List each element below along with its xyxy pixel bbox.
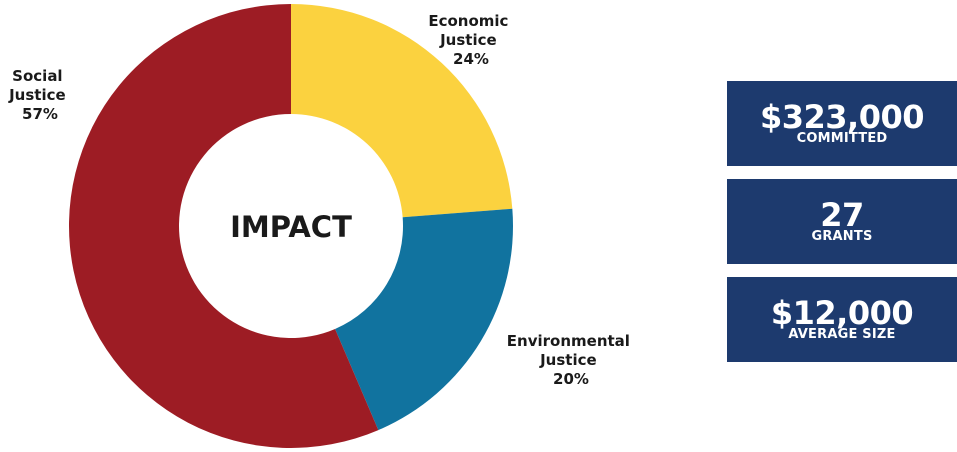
- slice-label-social: Social Justice 57%: [8, 67, 71, 123]
- slice-label-environmental-line2: Justice: [539, 351, 597, 369]
- slice-social-justice: [69, 4, 379, 448]
- donut-center-label: IMPACT: [230, 210, 352, 244]
- stat-caption-average-size: AVERAGE SIZE: [788, 326, 896, 342]
- stat-value-committed: $323,000: [759, 97, 925, 136]
- stat-value-average-size: $12,000: [770, 293, 914, 332]
- stat-value-grants: 27: [820, 195, 864, 234]
- slice-economic-justice: [291, 4, 513, 218]
- stat-caption-committed: COMMITTED: [796, 130, 888, 146]
- slice-label-environmental-value: 20%: [553, 370, 589, 388]
- stat-box-grants: 27 GRANTS: [727, 179, 957, 264]
- slice-label-economic-value: 24%: [453, 50, 489, 68]
- stat-box-committed: $323,000 COMMITTED: [727, 81, 957, 166]
- stat-box-average-size: $12,000 AVERAGE SIZE: [727, 277, 957, 362]
- slice-label-economic: Economic Justice 24%: [428, 12, 513, 68]
- slice-label-economic-line1: Economic: [428, 12, 508, 30]
- slice-label-social-line2: Justice: [8, 86, 66, 104]
- slice-label-environmental: Environmental Justice 20%: [507, 332, 635, 388]
- slice-label-social-value: 57%: [22, 105, 58, 123]
- stat-caption-grants: GRANTS: [811, 228, 873, 244]
- slice-label-economic-line2: Justice: [439, 31, 497, 49]
- slice-label-social-line1: Social: [12, 67, 62, 85]
- donut-slices: [69, 4, 513, 448]
- slice-label-environmental-line1: Environmental: [507, 332, 630, 350]
- slice-environmental-justice: [335, 208, 513, 431]
